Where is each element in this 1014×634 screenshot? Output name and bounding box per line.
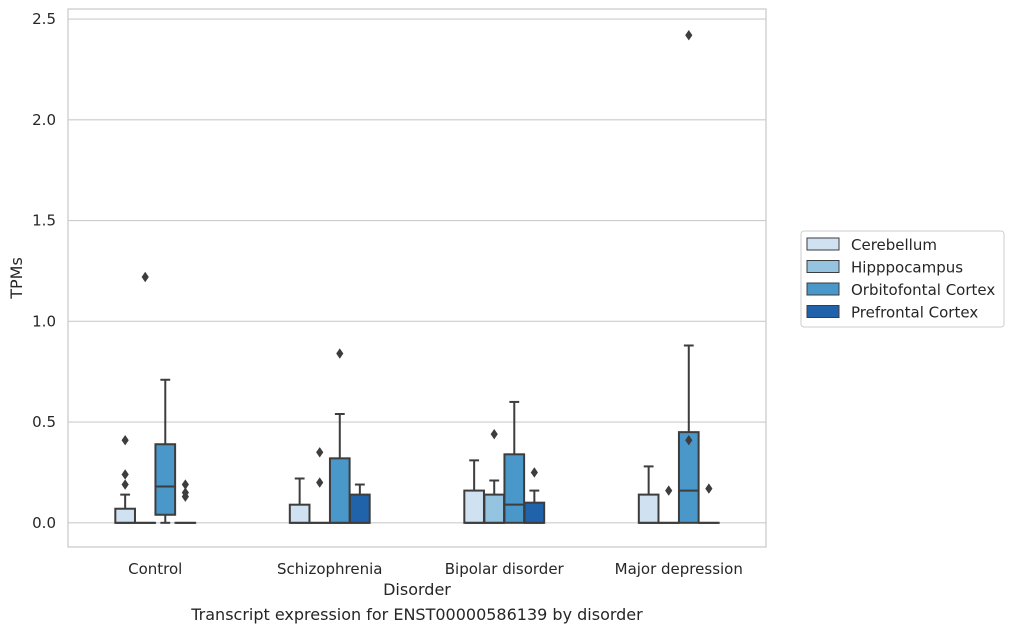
x-tick-label: Control	[128, 560, 182, 578]
y-tick-label: 2.0	[32, 111, 56, 129]
box	[483, 493, 506, 524]
outlier-point	[316, 477, 324, 488]
y-axis-ticks: 0.0 0.5 1.0 1.5 2.0 2.5	[32, 10, 56, 532]
outlier-point	[530, 467, 538, 478]
box-series	[114, 29, 720, 524]
y-tick-label: 2.5	[32, 10, 56, 28]
outlier-point	[685, 435, 693, 446]
x-axis-ticks: Control Schizophrenia Bipolar disorder Majo…	[128, 560, 743, 578]
box	[637, 493, 660, 524]
x-tick-label: Schizophrenia	[277, 560, 382, 578]
outlier-point	[336, 348, 344, 359]
y-tick-label: 0.5	[32, 413, 56, 431]
legend-swatch	[806, 237, 840, 251]
figure-caption: Transcript expression for ENST0000058613…	[191, 605, 643, 624]
legend-swatch	[806, 282, 840, 296]
legend-item-label: Orbitofontal Cortex	[851, 281, 995, 299]
y-tick-label: 1.0	[32, 312, 56, 330]
x-axis-label: Disorder	[383, 580, 451, 599]
box	[677, 431, 700, 524]
y-tick-label: 1.5	[32, 212, 56, 230]
outlier-point	[705, 483, 713, 494]
y-axis-label: TPMs	[7, 257, 26, 300]
legend-frame	[800, 230, 1005, 328]
box	[349, 493, 371, 524]
box	[328, 457, 351, 524]
box	[503, 453, 526, 524]
legend-swatch	[806, 305, 840, 318]
box	[114, 507, 136, 524]
outlier-point	[316, 447, 324, 458]
x-tick-label: Major depression	[615, 560, 743, 578]
outlier-point	[141, 271, 149, 283]
legend-item-label: Prefrontal Cortex	[851, 304, 978, 322]
x-tick-label: Bipolar disorder	[445, 560, 565, 578]
outlier-point	[121, 435, 129, 446]
outlier-point	[181, 491, 189, 502]
box	[288, 503, 311, 524]
outlier-point	[181, 479, 189, 490]
outlier-point	[490, 428, 498, 440]
box	[523, 501, 546, 524]
box	[154, 443, 177, 516]
plot-area-frame	[67, 8, 767, 548]
outlier-point	[121, 469, 129, 480]
y-tick-label: 0.0	[32, 514, 56, 532]
outlier-point	[685, 29, 693, 41]
outlier-point	[121, 479, 129, 490]
legend-item-label: Cerebellum	[851, 236, 937, 254]
outlier-point	[665, 485, 673, 496]
legend-swatch	[806, 260, 840, 273]
legend: Cerebellum Hipppocampus Orbitofontal Corte…	[800, 230, 1005, 328]
legend-item-label: Hipppocampus	[851, 259, 963, 277]
box	[463, 489, 485, 524]
